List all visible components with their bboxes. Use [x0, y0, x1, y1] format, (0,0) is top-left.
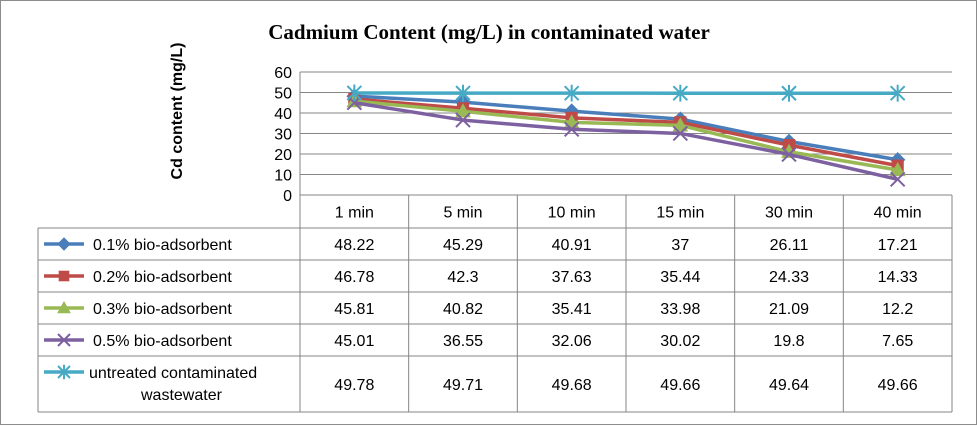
data-table: 1 min 5 min 10 min 15 min 30 min 40 min 0.1% b… — [38, 195, 952, 412]
legend-key — [44, 271, 84, 281]
x-category-label: 30 min — [765, 205, 813, 222]
series-1 — [347, 89, 904, 167]
data-label: 49.64 — [769, 377, 809, 394]
x-category-label: 1 min — [335, 205, 374, 222]
data-label: 33.98 — [660, 301, 700, 318]
series-lines — [347, 85, 904, 187]
data-label: 37.63 — [552, 269, 592, 286]
data-label: 32.06 — [552, 333, 592, 350]
x-category-label: 40 min — [874, 205, 922, 222]
y-tick-label: 60 — [274, 65, 292, 82]
legend-key — [44, 365, 84, 379]
data-label: 49.66 — [660, 377, 700, 394]
data-label: 19.8 — [773, 333, 804, 350]
data-label: 49.71 — [443, 377, 483, 394]
y-tick-label: 40 — [274, 106, 292, 123]
data-label: 12.2 — [882, 301, 913, 318]
y-axis-label: Cd content (mg/L) — [169, 43, 186, 180]
data-label: 42.3 — [447, 269, 478, 286]
legend-label: 0.1% bio-adsorbent — [93, 237, 232, 254]
data-label: 21.09 — [769, 301, 809, 318]
y-tick-label: 30 — [274, 127, 292, 144]
y-tick-label: 20 — [274, 147, 292, 164]
y-tick-label: 0 — [283, 188, 292, 205]
data-label: 46.78 — [334, 269, 374, 286]
data-label: 14.33 — [878, 269, 918, 286]
gridlines — [300, 72, 952, 195]
data-label: 45.29 — [443, 237, 483, 254]
legend-label: 0.5% bio-adsorbent — [93, 333, 232, 350]
x-category-label: 15 min — [656, 205, 704, 222]
data-label: 49.66 — [878, 377, 918, 394]
x-category-label: 10 min — [548, 205, 596, 222]
data-label: 35.44 — [660, 269, 700, 286]
data-label: 40.91 — [552, 237, 592, 254]
data-label: 30.02 — [660, 333, 700, 350]
legend-key — [44, 334, 84, 346]
legend-key — [44, 302, 84, 313]
y-axis-ticks: 0 10 20 30 40 50 60 — [274, 65, 292, 205]
data-label: 24.33 — [769, 269, 809, 286]
data-label: 49.68 — [552, 377, 592, 394]
data-label: 45.81 — [334, 301, 374, 318]
legend-label: 0.3% bio-adsorbent — [93, 301, 232, 318]
legend-key — [44, 238, 84, 250]
x-category-label: 5 min — [443, 205, 482, 222]
y-tick-label: 50 — [274, 86, 292, 103]
data-label: 40.82 — [443, 301, 483, 318]
data-label: 36.55 — [443, 333, 483, 350]
chart-title: Cadmium Content (mg/L) in contaminated w… — [268, 20, 710, 44]
data-label: 35.41 — [552, 301, 592, 318]
data-label: 49.78 — [334, 377, 374, 394]
data-label: 17.21 — [878, 237, 918, 254]
y-tick-label: 10 — [274, 168, 292, 185]
data-label: 37 — [671, 237, 689, 254]
data-label: 7.65 — [882, 333, 913, 350]
legend-label: 0.2% bio-adsorbent — [93, 269, 232, 286]
data-label: 45.01 — [334, 333, 374, 350]
data-label: 48.22 — [334, 237, 374, 254]
data-label: 26.11 — [770, 237, 809, 254]
